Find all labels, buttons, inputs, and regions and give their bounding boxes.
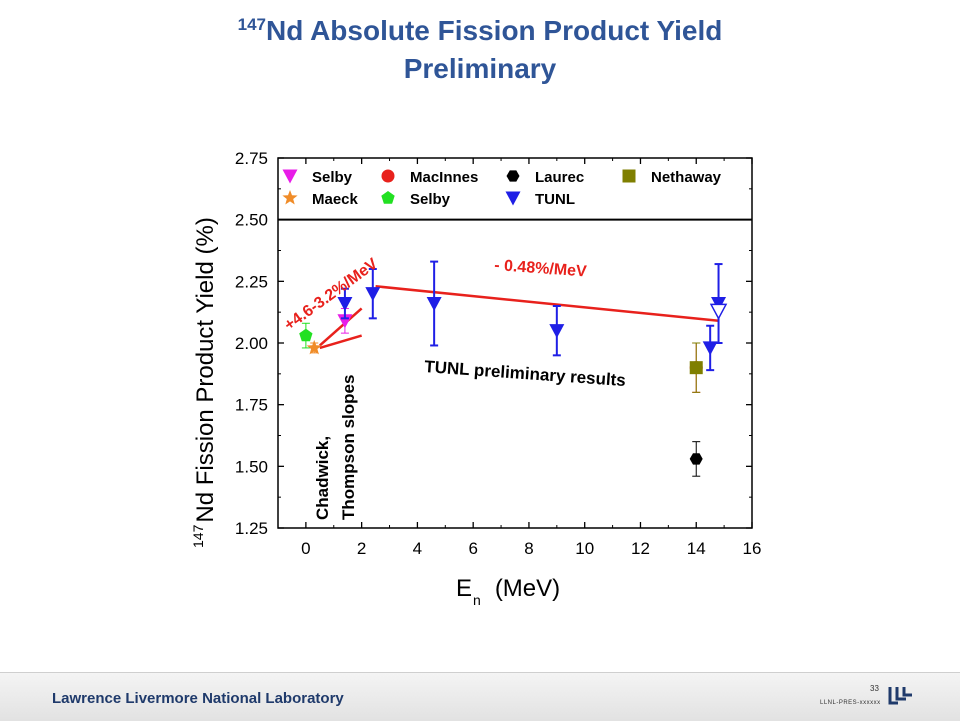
footer-bar: Lawrence Livermore National Laboratory 3… xyxy=(0,672,960,721)
yield-chart: 0 2 4 6 8 10 12 14 16 1.25 1.50 1.75 2.00 2.25 2.50 2.7… xyxy=(190,149,762,608)
y-tick-label: 1.25 xyxy=(235,519,268,538)
slide-number: 33 xyxy=(870,684,879,693)
x-tick-label: 16 xyxy=(743,539,762,558)
legend-marker-0 xyxy=(282,169,298,184)
legend-label-2: Laurec xyxy=(535,169,584,186)
point-tunl-6-0 xyxy=(337,297,353,312)
legend-marker-5 xyxy=(381,191,395,204)
page-title: 147Nd Absolute Fission Product Yield Pre… xyxy=(0,12,960,88)
x-tick-label: 14 xyxy=(687,539,706,558)
x-tick-label: 8 xyxy=(524,539,533,558)
fit-line-2 xyxy=(319,334,363,350)
legend-label-5: Selby xyxy=(410,191,451,208)
slope-flat-label: - 0.48%/MeV xyxy=(494,257,588,280)
y-tick-label: 2.25 xyxy=(235,272,268,291)
x-axis-label-sub: n xyxy=(473,592,481,608)
x-axis-label-main: E xyxy=(456,575,472,602)
point-maeck-4-0 xyxy=(306,339,322,355)
legend-marker-4 xyxy=(282,190,298,205)
legend-label-1: MacInnes xyxy=(410,169,478,186)
title-main: Nd Absolute Fission Product Yield xyxy=(266,15,723,46)
legend-marker-1 xyxy=(381,169,395,183)
legend-label-3: Nethaway xyxy=(651,169,722,186)
point-tunl-6-1 xyxy=(365,287,381,302)
llnl-logo-icon xyxy=(888,687,912,705)
x-tick-label: 2 xyxy=(357,539,366,558)
legend-label-4: Maeck xyxy=(312,191,359,208)
x-tick-label: 12 xyxy=(631,539,650,558)
legend-marker-2 xyxy=(506,170,520,182)
y-tick-label: 2.50 xyxy=(235,211,268,230)
lab-name: Lawrence Livermore National Laboratory xyxy=(52,690,344,707)
x-tick-label: 0 xyxy=(301,539,310,558)
legend-marker-3 xyxy=(622,169,636,183)
x-tick-label: 6 xyxy=(468,539,477,558)
title-line2: Preliminary xyxy=(403,53,557,84)
x-axis-label: En (MeV) xyxy=(456,575,560,608)
slope-steep-label: +4.6-3.2%/MeV xyxy=(281,255,381,334)
point-nethaway-3-0 xyxy=(689,361,703,375)
legend-label-0: Selby xyxy=(312,169,353,186)
presentation-id: LLNL-PRES-xxxxxx xyxy=(820,700,881,706)
point-tunl-6-3 xyxy=(549,324,565,339)
title-isotope-sup: 147 xyxy=(237,15,267,34)
y-tick-label: 1.75 xyxy=(235,396,268,415)
legend-marker-6 xyxy=(505,191,521,206)
chadwick-label: Chadwick, xyxy=(313,436,332,520)
fit-line-1 xyxy=(318,307,363,347)
fit-line-0 xyxy=(375,285,719,323)
x-tick-label: 4 xyxy=(413,539,422,558)
y-tick-label: 2.00 xyxy=(235,334,268,353)
y-axis-label: 147 Nd Fission Product Yield (%) xyxy=(190,217,219,548)
y-axis-label-sup: 147 xyxy=(190,524,206,548)
point-tunl-6-2 xyxy=(426,297,442,312)
y-tick-label: 2.75 xyxy=(235,149,268,168)
point-tunl-6-4 xyxy=(702,341,718,356)
x-tick-label: 10 xyxy=(575,539,594,558)
y-axis-label-main: Nd Fission Product Yield (%) xyxy=(192,217,219,522)
legend-label-6: TUNL xyxy=(535,191,575,208)
x-axis-label-unit: (MeV) xyxy=(495,575,560,602)
tunl-results-label: TUNL preliminary results xyxy=(424,357,627,390)
thompson-label: Thompson slopes xyxy=(339,375,358,520)
title-line1: 147Nd Absolute Fission Product Yield xyxy=(0,12,960,50)
point-laurec-2-0 xyxy=(689,453,703,465)
y-tick-label: 1.50 xyxy=(235,457,268,476)
point-selby-5-0 xyxy=(299,328,313,342)
open-point-0 xyxy=(709,303,728,321)
